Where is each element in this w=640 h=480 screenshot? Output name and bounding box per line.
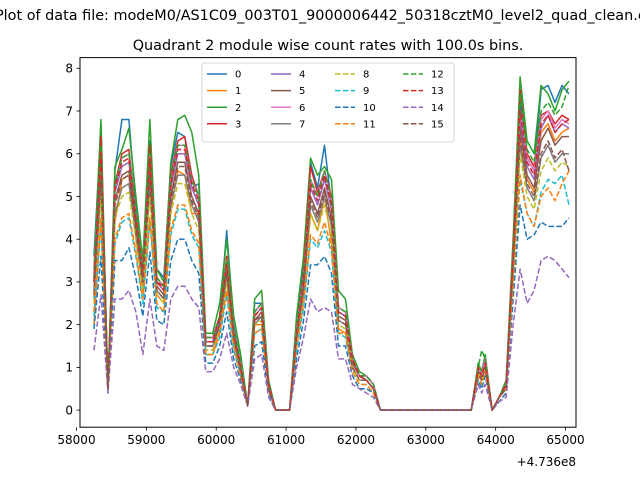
series-line-14 <box>93 255 570 411</box>
legend-frame <box>201 62 455 143</box>
y-tick-label: 7 <box>65 104 73 118</box>
legend-label-11: 11 <box>363 119 376 130</box>
x-axis: 58000 59000 60000 61000 62000 63000 64000 65000 <box>57 427 585 447</box>
y-tick-label: 2 <box>65 318 73 332</box>
series-line-15 <box>93 135 570 411</box>
legend-label-12: 12 <box>431 70 444 81</box>
legend-label-15: 15 <box>431 119 444 130</box>
x-tick-label: 59000 <box>127 433 165 447</box>
y-axis: 0 1 2 3 4 5 6 7 8 <box>65 62 80 417</box>
figure-suptitle: Plot of data file: modeM0/AS1C09_003T01_… <box>0 8 640 24</box>
chart-title: Quadrant 2 module wise count rates with … <box>133 38 524 54</box>
legend-label-9: 9 <box>363 86 369 97</box>
y-tick-label: 5 <box>65 190 73 204</box>
legend-label-3: 3 <box>235 119 241 130</box>
legend-label-13: 13 <box>431 86 444 97</box>
y-tick-label: 0 <box>65 403 73 417</box>
y-tick-label: 6 <box>65 147 73 161</box>
legend-label-1: 1 <box>235 86 241 97</box>
x-tick-label: 60000 <box>197 433 235 447</box>
axes-frame <box>79 57 577 428</box>
x-tick-label: 62000 <box>337 433 375 447</box>
x-axis-offset-label: +4.736e8 <box>517 455 576 469</box>
y-tick-label: 8 <box>65 62 73 76</box>
x-tick-label: 64000 <box>477 433 515 447</box>
legend-label-14: 14 <box>431 103 444 114</box>
y-tick-label: 4 <box>65 232 73 246</box>
legend-label-2: 2 <box>235 103 241 114</box>
x-tick-label: 58000 <box>57 433 95 447</box>
x-tick-label: 65000 <box>546 433 584 447</box>
legend-label-0: 0 <box>235 70 241 81</box>
legend-label-5: 5 <box>299 86 305 97</box>
x-tick-label: 61000 <box>267 433 305 447</box>
legend-label-7: 7 <box>299 119 305 130</box>
y-tick-label: 3 <box>65 275 73 289</box>
legend-label-4: 4 <box>299 70 305 81</box>
y-tick-label: 1 <box>65 361 73 375</box>
x-tick-label: 63000 <box>407 433 445 447</box>
legend-label-8: 8 <box>363 70 369 81</box>
legend-label-6: 6 <box>299 103 305 114</box>
legend-label-10: 10 <box>363 103 376 114</box>
series-layer <box>93 76 570 411</box>
figure-suptitle-container: Plot of data file: modeM0/AS1C09_003T01_… <box>0 8 640 30</box>
